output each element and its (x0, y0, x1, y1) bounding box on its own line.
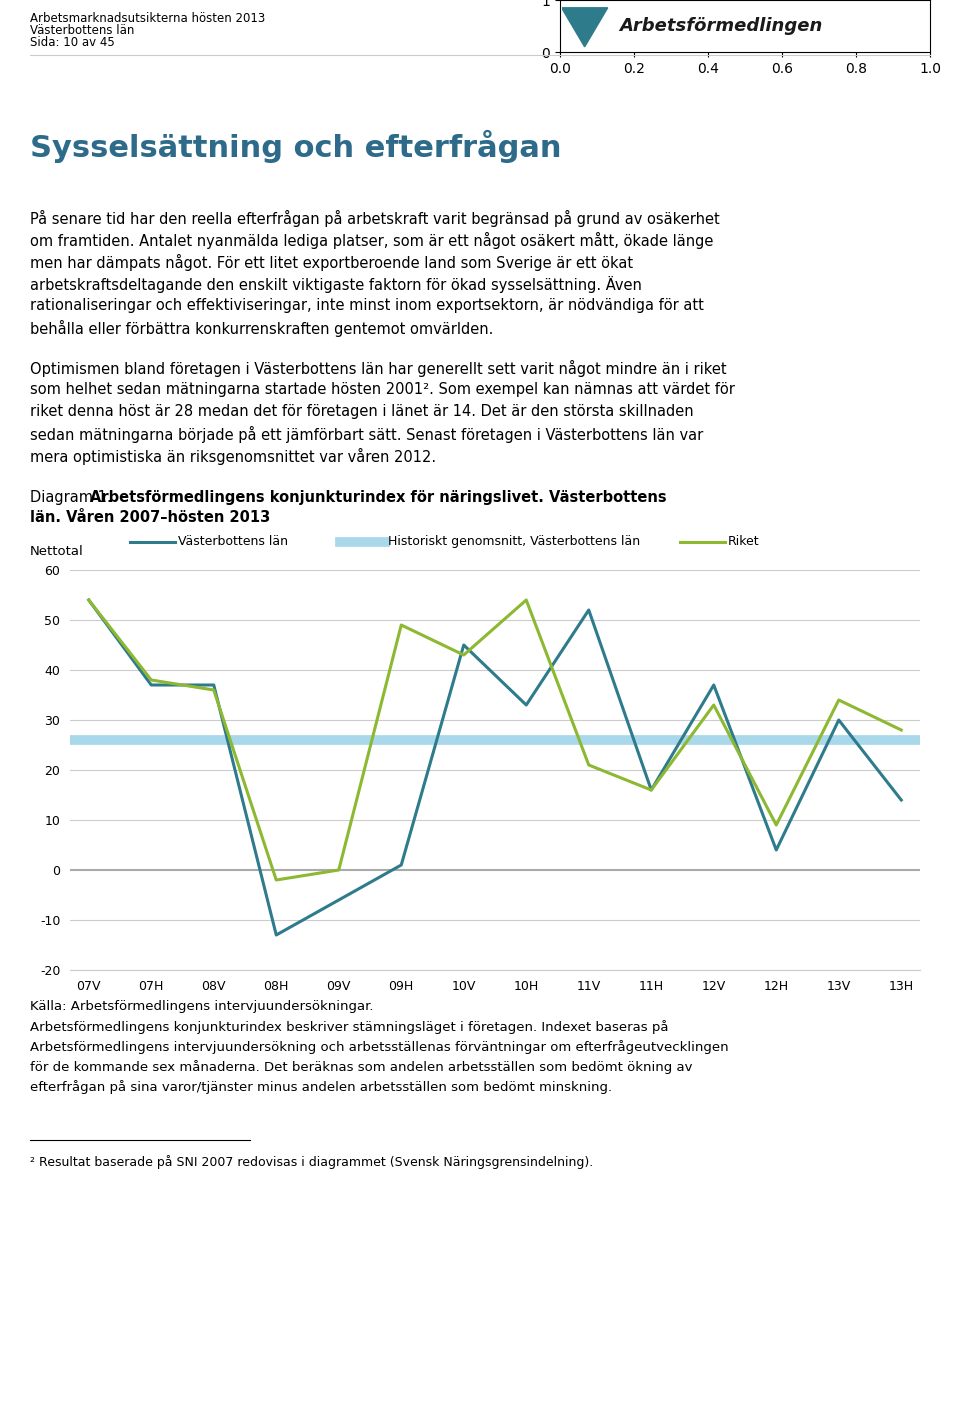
Text: mera optimistiska än riksgenomsnittet var våren 2012.: mera optimistiska än riksgenomsnittet va… (30, 447, 436, 464)
Text: för de kommande sex månaderna. Det beräknas som andelen arbetsställen som bedömt: för de kommande sex månaderna. Det beräk… (30, 1061, 692, 1073)
Text: Arbetsförmedlingens konjunkturindex för näringslivet. Västerbottens: Arbetsförmedlingens konjunkturindex för … (90, 490, 666, 506)
Text: Västerbottens län: Västerbottens län (178, 535, 288, 548)
Text: som helhet sedan mätningarna startade hösten 2001². Som exempel kan nämnas att v: som helhet sedan mätningarna startade hö… (30, 382, 734, 396)
Text: rationaliseringar och effektiviseringar, inte minst inom exportsektorn, är nödvä: rationaliseringar och effektiviseringar,… (30, 297, 704, 313)
Text: Västerbottens län: Västerbottens län (30, 24, 134, 37)
Text: Sida: 10 av 45: Sida: 10 av 45 (30, 35, 115, 50)
Text: ² Resultat baserade på SNI 2007 redovisas i diagrammet (Svensk Näringsgrensindel: ² Resultat baserade på SNI 2007 redovisa… (30, 1155, 593, 1170)
Text: behålla eller förbättra konkurrenskraften gentemot omvärlden.: behålla eller förbättra konkurrenskrafte… (30, 320, 493, 337)
Text: Arbetsförmedlingens intervjuundersökning och arbetsställenas förväntningar om ef: Arbetsförmedlingens intervjuundersökning… (30, 1039, 729, 1054)
Text: Arbetsförmedlingen: Arbetsförmedlingen (619, 17, 823, 35)
Text: Arbetsmarknadsutsikterna hösten 2013: Arbetsmarknadsutsikterna hösten 2013 (30, 11, 265, 25)
Text: Optimismen bland företagen i Västerbottens län har generellt sett varit något mi: Optimismen bland företagen i Västerbotte… (30, 360, 727, 377)
Text: Diagram 1.: Diagram 1. (30, 490, 116, 506)
Text: Historiskt genomsnitt, Västerbottens län: Historiskt genomsnitt, Västerbottens län (388, 535, 640, 548)
Text: men har dämpats något. För ett litet exportberoende land som Sverige är ett ökat: men har dämpats något. För ett litet exp… (30, 253, 634, 270)
Text: arbetskraftsdeltagande den enskilt viktigaste faktorn för ökad sysselsättning. Ä: arbetskraftsdeltagande den enskilt vikti… (30, 276, 642, 293)
Text: Nettotal: Nettotal (30, 545, 84, 558)
Text: om framtiden. Antalet nyanmälda lediga platser, som är ett något osäkert mått, ö: om framtiden. Antalet nyanmälda lediga p… (30, 232, 713, 249)
Text: På senare tid har den reella efterfrågan på arbetskraft varit begränsad på grund: På senare tid har den reella efterfrågan… (30, 210, 720, 227)
Text: Sysselsättning och efterfrågan: Sysselsättning och efterfrågan (30, 130, 562, 163)
Text: sedan mätningarna började på ett jämförbart sätt. Senast företagen i Västerbotte: sedan mätningarna började på ett jämförb… (30, 426, 704, 443)
Polygon shape (562, 8, 608, 47)
Text: Arbetsförmedlingens konjunkturindex beskriver stämningsläget i företagen. Indexe: Arbetsförmedlingens konjunkturindex besk… (30, 1020, 668, 1034)
Text: Källa: Arbetsförmedlingens intervjuundersökningar.: Källa: Arbetsförmedlingens intervjuunder… (30, 1000, 373, 1012)
Text: Riket: Riket (728, 535, 759, 548)
Text: efterfrågan på sina varor/tjänster minus andelen arbetsställen som bedömt minskn: efterfrågan på sina varor/tjänster minus… (30, 1080, 612, 1095)
Text: län. Våren 2007–hösten 2013: län. Våren 2007–hösten 2013 (30, 510, 271, 525)
Text: riket denna höst är 28 medan det för företagen i länet är 14. Det är den största: riket denna höst är 28 medan det för för… (30, 404, 694, 419)
